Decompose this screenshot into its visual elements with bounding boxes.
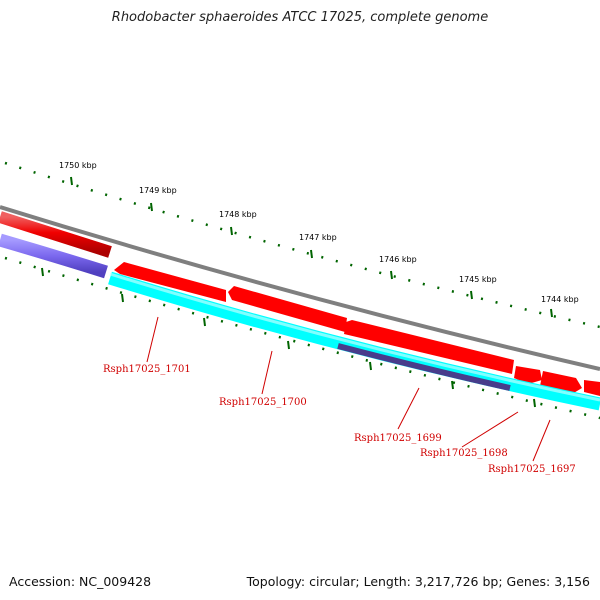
inner-tick-ring — [4, 256, 600, 420]
outer-tick-ring — [4, 161, 600, 329]
inner-major-tick — [369, 361, 372, 371]
gene-label: Rsph17025_1697 — [488, 464, 576, 475]
scale-label: 1746 kbp — [379, 255, 417, 264]
inner-major-tick — [203, 317, 206, 327]
forward-strand-genes — [0, 211, 600, 396]
scale-label: 1744 kbp — [541, 295, 579, 304]
leader-line — [461, 411, 519, 448]
accession-text: Accession: NC_009428 — [9, 574, 152, 589]
scale-labels: 1750 kbp 1749 kbp 1748 kbp 1747 kbp 1746… — [59, 161, 579, 304]
major-tick — [390, 270, 393, 280]
inner-major-tick — [451, 380, 454, 390]
gene-label: Rsph17025_1699 — [354, 433, 442, 444]
scale-label: 1750 kbp — [59, 161, 97, 170]
gene-forward — [0, 211, 112, 258]
major-tick — [470, 290, 473, 300]
gene-forward — [114, 262, 226, 302]
gene-labels: Rsph17025_1701 Rsph17025_1700 Rsph17025_… — [103, 364, 576, 475]
operon-bar-dark — [337, 343, 511, 391]
leader-line — [532, 419, 551, 462]
scale-label: 1745 kbp — [459, 275, 497, 284]
inner-major-tick — [287, 340, 290, 350]
scale-label: 1747 kbp — [299, 233, 337, 242]
gene-label: Rsph17025_1701 — [103, 364, 191, 375]
major-tick — [230, 226, 233, 236]
major-tick — [550, 308, 553, 318]
operon-bar — [0, 233, 108, 279]
gene-forward — [584, 380, 600, 396]
map-title: Rhodobacter sphaeroides ATCC 17025, comp… — [111, 10, 489, 25]
inner-major-tick — [41, 267, 44, 277]
leader-line — [397, 387, 420, 430]
gene-reverse — [108, 271, 600, 411]
label-leader-lines — [146, 316, 551, 462]
leader-line — [146, 316, 159, 363]
scale-label: 1748 kbp — [219, 210, 257, 219]
gene-label: Rsph17025_1700 — [219, 397, 307, 408]
genome-summary-text: Topology: circular; Length: 3,217,726 bp… — [246, 574, 590, 589]
inner-major-tick — [121, 293, 124, 303]
gene-forward — [514, 366, 542, 384]
gene-forward — [344, 320, 514, 374]
genome-backbone — [0, 205, 600, 371]
leader-line — [261, 350, 273, 395]
gene-label: Rsph17025_1698 — [420, 448, 508, 459]
scale-label: 1749 kbp — [139, 186, 177, 195]
reverse-strand-genes — [0, 233, 600, 411]
inner-major-tick — [533, 398, 536, 408]
major-tick — [310, 249, 313, 259]
gene-forward — [228, 286, 347, 332]
major-tick — [70, 176, 73, 186]
major-tick — [150, 202, 153, 212]
